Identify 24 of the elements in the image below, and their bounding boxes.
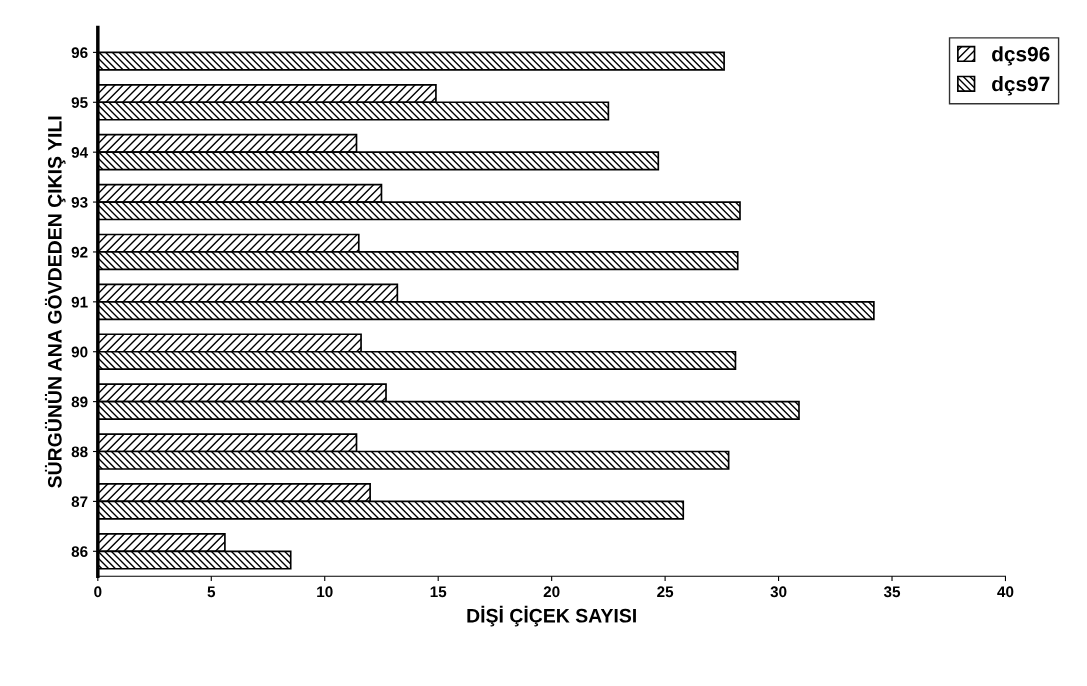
x-tick-label: 30 xyxy=(770,586,787,598)
y-tick-label: 87 xyxy=(71,496,88,508)
x-tick-label: 10 xyxy=(317,586,333,598)
legend-label: dçs96 xyxy=(992,46,1050,66)
x-tick-label: 40 xyxy=(997,586,1014,598)
x-tick-label: 15 xyxy=(430,586,447,598)
y-tick-label: 95 xyxy=(71,97,88,108)
y-tick-label: 96 xyxy=(71,47,88,59)
y-tick-label: 90 xyxy=(71,346,88,358)
legend-label: dçs97 xyxy=(992,76,1050,96)
x-tick-label: 20 xyxy=(543,586,560,598)
x-tick-label: 35 xyxy=(883,586,901,598)
y-tick-label: 88 xyxy=(71,446,88,458)
x-tick-label: 0 xyxy=(94,586,102,598)
y-tick-label: 93 xyxy=(71,196,88,208)
y-tick-label: 89 xyxy=(71,396,88,408)
x-tick-label: 5 xyxy=(207,586,216,598)
y-axis-title: SÜRGÜNÜN ANA GÖVDEDEN ÇIKIŞ YILI xyxy=(44,116,66,488)
x-axis-title: DİŞİ ÇİÇEK SAYISI xyxy=(467,605,636,627)
x-tick-label: 25 xyxy=(657,586,674,598)
y-tick-label: 91 xyxy=(71,296,88,308)
y-tick-label: 86 xyxy=(71,546,88,557)
y-tick-label: 94 xyxy=(71,147,89,158)
y-tick-label: 92 xyxy=(71,246,88,258)
